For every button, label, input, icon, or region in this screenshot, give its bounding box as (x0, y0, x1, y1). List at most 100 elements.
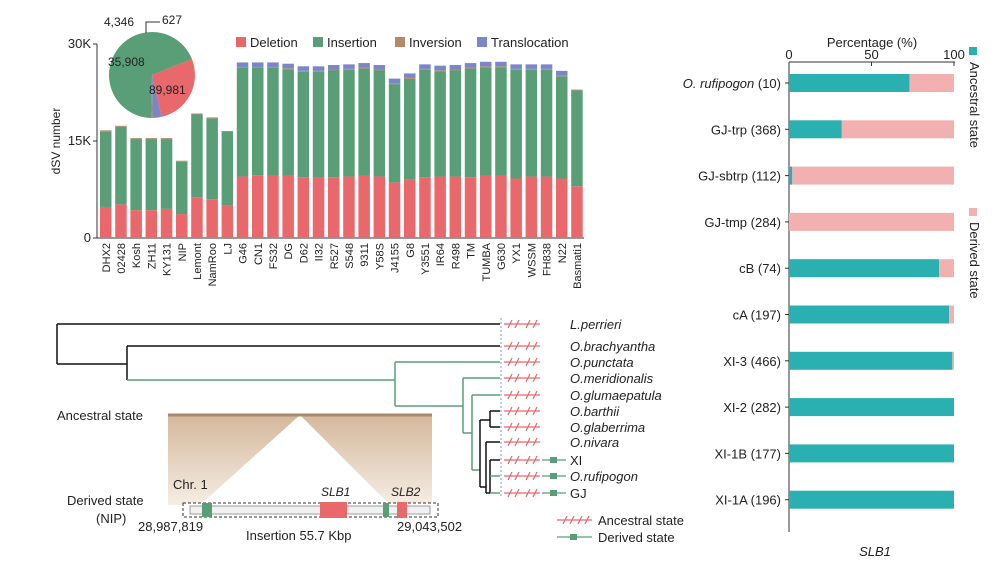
bar-insertion-n22 (556, 76, 568, 179)
derived-tip-box (550, 457, 557, 463)
bar-deletion-namroo (206, 199, 218, 238)
ancestral-tip-marker (504, 422, 540, 432)
category-label: XI-1B (177) (715, 446, 781, 461)
x-tick-label: R527 (329, 243, 341, 269)
pie-label-deletion: 35,908 (108, 55, 145, 69)
x-tick-label: G46 (238, 243, 250, 264)
bar-translocation-g46 (236, 62, 249, 67)
bar-deletion-dg (282, 175, 294, 238)
bar-deletion-tm (464, 177, 477, 238)
bar-translocation-d62 (297, 66, 310, 71)
bar-translocation-fs32 (267, 62, 279, 67)
bar-deletion-fh838 (540, 176, 553, 238)
x-tick-label: FH838 (542, 243, 554, 276)
bar-translocation-ir64 (434, 65, 446, 71)
chart-subtitle: SLB1 (859, 544, 891, 559)
derived-nip-label: (NIP) (96, 511, 126, 526)
x-tick-label: IR64 (435, 243, 447, 266)
insertion-length-label: Insertion 55.7 Kbp (246, 528, 352, 543)
pie-callout-line (145, 21, 160, 33)
bar-derived-state-o-rufipogon-10 (909, 74, 954, 92)
tree-branch (479, 410, 500, 487)
bar-insertion-02428 (115, 126, 127, 205)
bar-inversion-n22 (556, 75, 568, 77)
bar-translocation-dg (282, 63, 294, 69)
bar-inversion-y3551 (419, 68, 431, 70)
bar-derived-state-gj-sbtrp-112 (792, 166, 954, 185)
bar-insertion-dg (282, 69, 294, 176)
chart-legend: Deletion Insertion Inversion Translocati… (236, 35, 569, 50)
y-tick-label: 15K (68, 133, 91, 148)
bar-deletion-g8 (404, 179, 416, 238)
bar-insertion-zh11 (145, 139, 158, 211)
x-tick-label: 9311 (359, 243, 371, 267)
bar-deletion-j4155 (388, 182, 401, 238)
x-tick-label: YX1 (511, 243, 523, 264)
bar-deletion-zh11 (145, 210, 158, 238)
ancestral-tip-marker (504, 406, 540, 416)
bar-translocation-ii32 (312, 66, 325, 71)
start-coordinate: 28,987,819 (138, 519, 203, 534)
x-tick-label: N22 (557, 243, 569, 263)
x-tick-label: TUMBA (481, 242, 493, 281)
bar-inversion-nip (176, 160, 188, 162)
bar-deletion-basmati1 (571, 186, 583, 238)
flank-block-right (383, 503, 389, 517)
bar-ancestral-state-cb-74 (789, 259, 940, 278)
bar-translocation-cn1 (252, 62, 264, 67)
pie-label-translocation: 4,346 (104, 15, 134, 29)
category-label: O. rufipogon (10) (683, 76, 781, 91)
bar-translocation-r498 (449, 65, 462, 70)
bar-inversion-s548 (343, 68, 355, 70)
bar-insertion-r527 (328, 70, 340, 178)
x-tick-label: FS32 (268, 243, 280, 269)
bar-insertion-g630 (495, 67, 507, 176)
legend-swatch-inversion (395, 37, 405, 47)
bar-inversion-yx1 (510, 68, 522, 70)
y-axis-label: dSV number (49, 108, 63, 175)
category-label: GJ-trp (368) (711, 122, 781, 137)
bar-insertion-tumba (480, 67, 492, 176)
ancestral-tip-marker (504, 373, 540, 383)
sv-type-pie: 4,346 627 35,908 89,981 (104, 13, 195, 118)
x-tick-label: R498 (450, 243, 462, 269)
x-tick-label: Basmati1 (572, 243, 584, 289)
bar-translocation-g630 (495, 61, 507, 67)
bar-deletion-ii32 (312, 177, 325, 238)
x-tick-label: D62 (298, 243, 310, 263)
bar-deletion-g46 (236, 176, 249, 238)
bar-deletion-ky131 (160, 208, 173, 238)
gene-label-slb1: SLB1 (321, 485, 350, 499)
bar-insertion-lj (221, 131, 234, 206)
bar-deletion-n22 (556, 178, 568, 238)
bar-insertion-g8 (404, 78, 416, 180)
bar-deletion-ir64 (434, 176, 446, 238)
insertion-diagram: Ancestral state Derived state (NIP) Chr.… (57, 408, 462, 543)
bar-deletion-nip (176, 214, 188, 238)
bar-inversion-lemont (191, 113, 203, 115)
tree-branch (127, 361, 500, 406)
x-tick-label: 0 (785, 47, 792, 62)
pie-slice-translocation (152, 75, 162, 118)
bar-deletion-tumba (480, 175, 492, 238)
x-tick-label: NIP (177, 243, 189, 261)
taxon-label: XI (570, 453, 582, 468)
ancestral-tip-marker (504, 488, 540, 498)
bar-inversion-tumba (480, 66, 492, 68)
bar-inversion-9311 (358, 67, 370, 69)
taxon-label: O.glaberrima (570, 420, 645, 435)
ancestral-tip-marker (504, 319, 540, 329)
bar-inversion-lj (221, 130, 234, 132)
bar-ancestral-state-xi-1a-196 (789, 490, 954, 509)
x-tick-label: TM (466, 243, 478, 259)
ancestral-tip-marker (504, 357, 540, 367)
y-tick-label: 30K (68, 36, 91, 51)
bar-insertion-fh838 (540, 69, 553, 177)
bar-deletion-g630 (495, 175, 507, 238)
bar-deletion-fs32 (267, 175, 279, 238)
bar-inversion-namroo (206, 117, 218, 119)
bar-translocation-g8 (404, 73, 416, 78)
x-tick-label: S548 (344, 243, 356, 269)
taxon-label: O.brachyantha (570, 339, 655, 354)
